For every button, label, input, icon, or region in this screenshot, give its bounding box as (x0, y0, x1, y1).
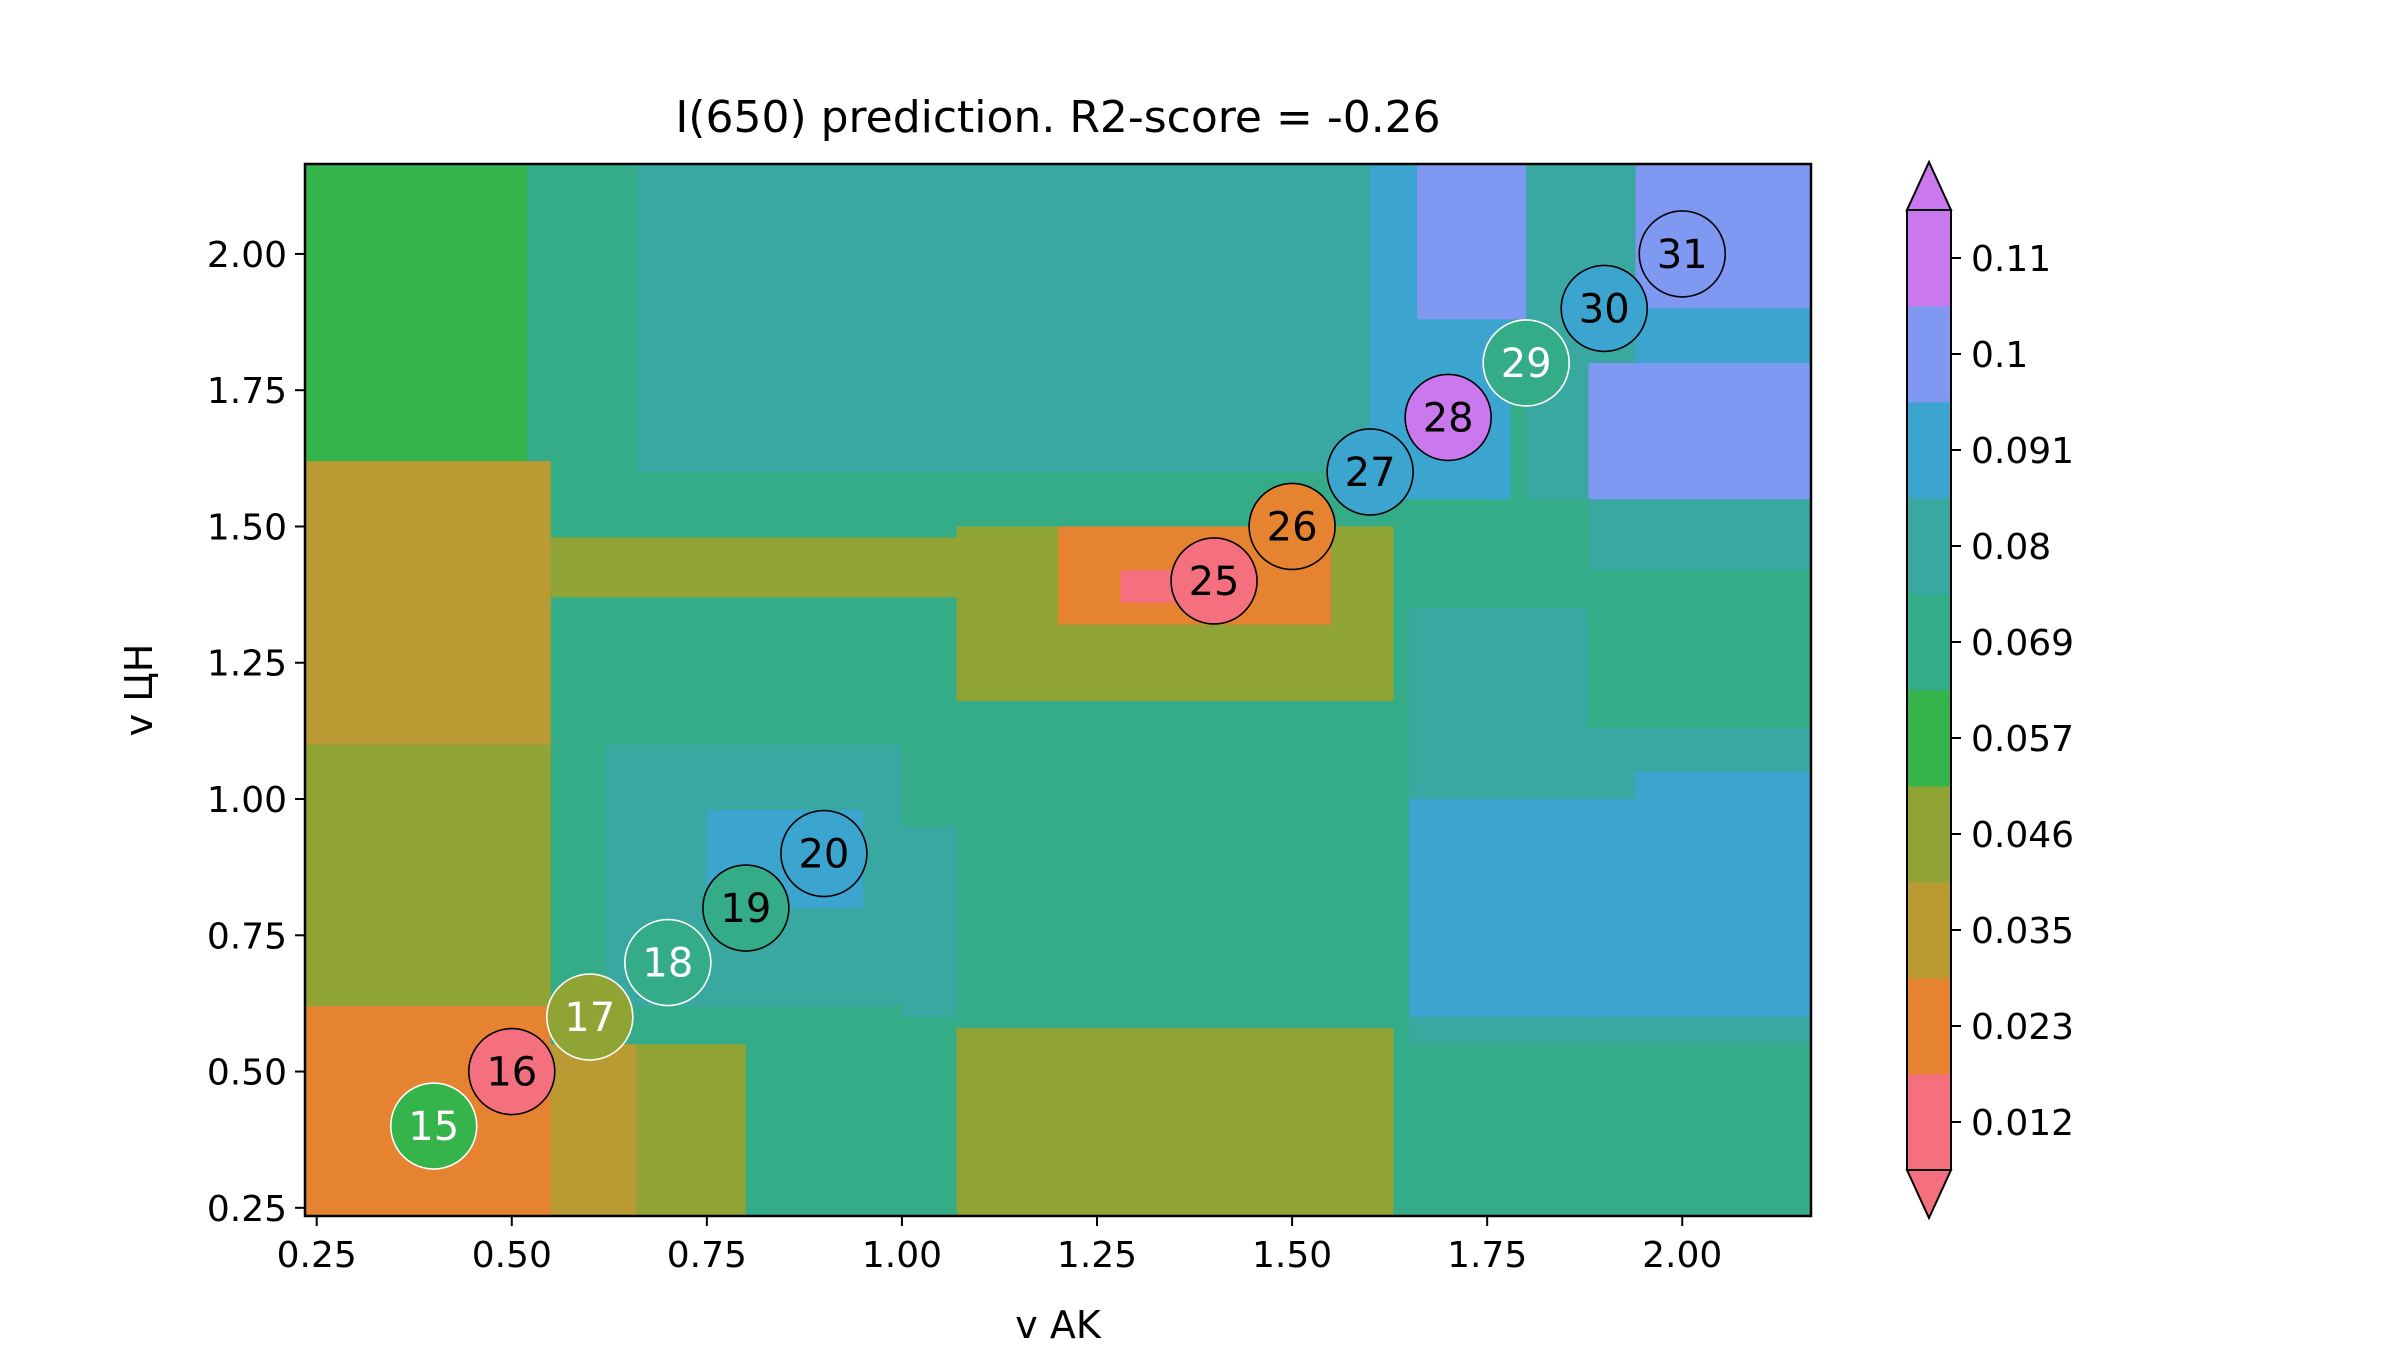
colorbar-tick-label: 0.046 (1971, 815, 2074, 856)
y-tick-label: 0.25 (207, 1189, 287, 1230)
x-tick-label: 1.50 (1252, 1235, 1332, 1276)
colorbar-segment (1907, 498, 1951, 595)
colorbar-frame (1906, 209, 1952, 1171)
data-point-marker (1170, 537, 1258, 625)
colorbar-segment (1907, 786, 1951, 883)
data-point-label: 20 (798, 832, 849, 878)
data-point-label: 31 (1657, 232, 1708, 278)
colorbar-segment (1907, 978, 1951, 1075)
colorbar-tick-label: 0.11 (1971, 239, 2051, 280)
colorbar-tick-label: 0.1 (1971, 335, 2028, 376)
data-point-label: 17 (564, 995, 615, 1041)
x-axis-ticks: 0.25 0.50 0.75 1.00 1.25 1.50 1.75 2.00 (277, 1216, 1722, 1276)
x-tick-label: 1.25 (1057, 1235, 1137, 1276)
y-tick-label: 2.00 (207, 235, 287, 276)
data-point-label: 28 (1423, 395, 1474, 441)
colorbar-tick-label: 0.069 (1971, 623, 2074, 664)
contour-region (1409, 799, 1636, 1018)
x-tick-label: 1.00 (862, 1235, 942, 1276)
contour-region (1588, 499, 1811, 571)
data-point-marker (467, 1027, 556, 1116)
data-point-label: 15 (408, 1104, 459, 1150)
data-point-label: 27 (1345, 450, 1396, 496)
data-point-marker (1404, 373, 1492, 462)
colorbar-segment (1907, 306, 1951, 403)
contour-region (527, 164, 637, 462)
colorbar-segment (1907, 1074, 1951, 1171)
data-point-marker (624, 918, 712, 1007)
contour-region (1588, 362, 1811, 500)
y-tick-label: 0.75 (207, 916, 287, 957)
colorbar-extend-max (1905, 159, 1953, 211)
colorbar-extend-min (1905, 1169, 1953, 1221)
contour-region (1416, 164, 1527, 320)
contour-region (550, 1044, 637, 1216)
colorbar-tick-label: 0.012 (1971, 1103, 2074, 1144)
contour-region (305, 164, 528, 462)
data-point-marker (1638, 210, 1727, 298)
colorbar-tick-label: 0.057 (1971, 719, 2074, 760)
y-tick-label: 1.50 (207, 507, 287, 548)
x-tick-label: 0.25 (277, 1235, 357, 1276)
data-point-marker (780, 809, 868, 898)
contour-region (901, 826, 957, 1018)
data-point-label: 16 (486, 1050, 537, 1096)
contour-region (305, 602, 551, 745)
chart-title: I(650) prediction. R2-score = -0.26 (675, 92, 1440, 143)
y-tick-label: 0.50 (207, 1053, 287, 1094)
colorbar-tick-label: 0.035 (1971, 911, 2074, 952)
y-tick-label: 1.25 (207, 644, 287, 685)
contour-region (956, 1027, 1394, 1216)
x-tick-label: 2.00 (1642, 1235, 1722, 1276)
contour-region (550, 537, 965, 598)
data-point-marker (1560, 264, 1649, 353)
data-point-marker (702, 864, 790, 952)
contour-region (636, 164, 1371, 472)
plot-frame (303, 162, 1813, 1218)
y-axis-ticks: 0.25 0.50 0.75 1.00 1.25 1.50 1.75 2.00 (207, 235, 305, 1230)
data-point-label: 30 (1579, 286, 1630, 332)
y-tick-label: 1.00 (207, 780, 287, 821)
x-tick-label: 0.50 (472, 1235, 552, 1276)
colorbar-tick-label: 0.023 (1971, 1007, 2074, 1048)
data-point-marker (1326, 428, 1414, 516)
contour-region (305, 461, 551, 603)
y-tick-label: 1.75 (207, 371, 287, 412)
data-point-label: 18 (642, 941, 693, 987)
colorbar-segment (1907, 402, 1951, 499)
colorbar-segment (1907, 882, 1951, 979)
contour-region (1635, 771, 1811, 1018)
x-tick-label: 1.75 (1447, 1235, 1527, 1276)
data-point-label: 19 (720, 886, 771, 932)
data-point-label: 26 (1267, 504, 1318, 550)
x-tick-label: 0.75 (667, 1235, 747, 1276)
contour-region (305, 744, 551, 1007)
data-point-marker (389, 1082, 478, 1170)
colorbar: 0.012 0.023 0.035 0.046 0.057 0.069 0.08 0.091 0… (1905, 159, 2074, 1221)
data-point-marker (546, 973, 634, 1061)
data-point-label: 25 (1189, 559, 1240, 605)
data-point-marker (1248, 482, 1336, 571)
colorbar-segment (1907, 690, 1951, 787)
colorbar-segment (1907, 594, 1951, 691)
contour-region (636, 1044, 746, 1216)
data-points: 15 16 17 18 19 20 25 26 27 28 29 30 31 (389, 210, 1727, 1170)
data-point-label: 29 (1501, 341, 1552, 387)
colorbar-tick-label: 0.08 (1971, 527, 2051, 568)
colorbar-tick-label: 0.091 (1971, 431, 2074, 472)
y-axis-label: v ЦН (117, 644, 161, 737)
x-axis-label: v AK (1015, 1303, 1102, 1347)
colorbar-segment (1907, 210, 1951, 307)
data-point-marker (1482, 319, 1570, 407)
